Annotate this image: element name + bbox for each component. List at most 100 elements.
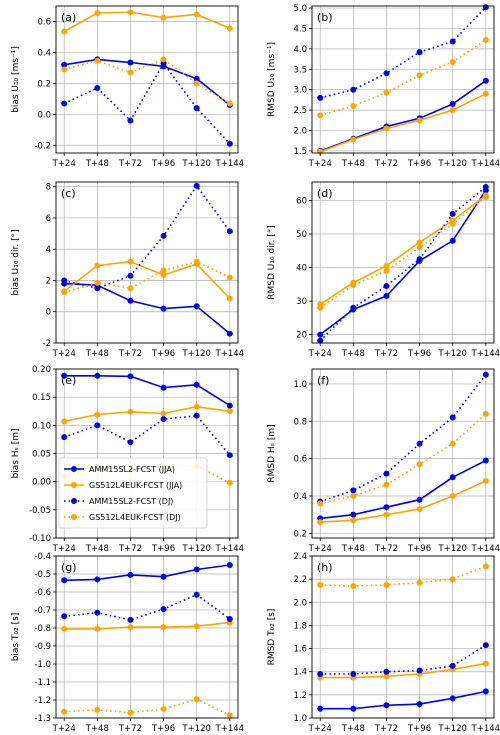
legend-marker xyxy=(71,482,77,488)
data-point xyxy=(383,262,390,269)
chart-panel-3: 8 6 4 2 0 -2T+24 T+48 T+72 T+96 T+120 T+144 (c) bias… xyxy=(11,181,244,359)
data-point xyxy=(383,504,390,511)
data-point xyxy=(350,281,357,288)
data-point xyxy=(193,591,200,598)
data-point xyxy=(226,274,233,281)
series-line-2 xyxy=(320,662,486,679)
x-tick-label: T+120 xyxy=(437,159,467,169)
x-tick-label: T+96 xyxy=(407,159,431,169)
x-tick-label: T+72 xyxy=(118,544,142,554)
x-tick-label: T+96 xyxy=(151,159,175,169)
y-tick-label: -1.2 xyxy=(34,696,51,706)
y-tick-label: -0.2 xyxy=(34,141,51,151)
data-point xyxy=(416,244,423,251)
data-point xyxy=(383,293,390,300)
x-tick-label: T+144 xyxy=(215,724,245,734)
x-tick-label: T+120 xyxy=(181,349,211,359)
data-point xyxy=(383,282,390,289)
chart-panel-6: 1.0 0.8 0.6 0.4 0.2T+24 T+48 T+72 T+96 T+120 T+14… xyxy=(267,368,500,554)
legend-label: GS512L4EUK-FCST (DJ) xyxy=(89,513,181,522)
data-point xyxy=(350,492,357,499)
series-line-3 xyxy=(320,6,487,99)
data-point xyxy=(416,667,423,674)
x-tick-label: T+72 xyxy=(118,159,142,169)
data-point xyxy=(127,59,134,66)
data-point xyxy=(317,705,324,712)
data-point xyxy=(226,616,233,622)
data-point xyxy=(160,56,167,63)
y-axis-label: RMSD T₀₂ [s] xyxy=(267,609,277,666)
axes-frame xyxy=(311,368,495,539)
data-point xyxy=(94,609,101,616)
data-point xyxy=(226,330,233,337)
y-tick-label: 2.5 xyxy=(293,106,307,116)
y-tick-label: 0.20 xyxy=(32,365,51,375)
x-tick-label: T+144 xyxy=(215,159,245,169)
y-tick-label: -1.0 xyxy=(34,660,51,670)
data-point xyxy=(226,479,233,486)
y-tick-label: 0.10 xyxy=(32,421,51,431)
axes-frame xyxy=(311,555,495,719)
y-tick-label: 0.8 xyxy=(293,417,307,427)
axes-frame xyxy=(311,181,495,344)
y-tick-label: 50 xyxy=(296,230,307,240)
data-point xyxy=(94,262,101,269)
data-point xyxy=(350,103,357,110)
data-point xyxy=(449,107,456,114)
data-point xyxy=(61,418,68,425)
x-tick-label: T+48 xyxy=(85,724,109,734)
data-point xyxy=(193,75,200,82)
data-point xyxy=(94,576,101,583)
y-tick-label: 2.4 xyxy=(293,552,307,562)
data-point xyxy=(226,562,233,568)
y-axis-label: bias U₁₀ [ms⁻¹] xyxy=(11,46,21,113)
data-point xyxy=(160,384,167,391)
data-point xyxy=(160,573,167,580)
x-tick-label: T+48 xyxy=(85,349,109,359)
data-point xyxy=(482,4,489,11)
data-point xyxy=(482,77,489,84)
y-axis-label: RMSD U₁₀ dir. [°] xyxy=(267,225,277,300)
x-tick-label: T+48 xyxy=(85,159,109,169)
legend-box xyxy=(58,457,208,529)
data-point xyxy=(94,411,101,418)
series-line-4 xyxy=(319,39,487,117)
data-point xyxy=(449,38,456,45)
series-line-1 xyxy=(64,282,231,335)
y-tick-label: 0.4 xyxy=(37,48,51,58)
data-point xyxy=(160,706,167,712)
data-point xyxy=(416,461,423,468)
data-point xyxy=(350,671,357,678)
data-point xyxy=(193,696,200,703)
y-tick-label: 3.0 xyxy=(293,86,307,96)
x-tick-label: T+48 xyxy=(341,544,365,554)
y-tick-label: 30 xyxy=(296,297,307,307)
data-point xyxy=(127,571,134,578)
x-tick-label: T+24 xyxy=(52,159,76,169)
y-tick-label: 0.6 xyxy=(37,17,51,27)
y-tick-label: 0 xyxy=(46,308,51,318)
series-line-3 xyxy=(63,61,231,145)
series-line-1 xyxy=(320,690,486,710)
data-point xyxy=(226,408,233,415)
data-point xyxy=(449,210,456,217)
y-tick-label: -0.10 xyxy=(29,534,51,544)
series-line-1 xyxy=(64,374,231,407)
data-point xyxy=(383,89,390,96)
data-point xyxy=(416,72,423,79)
chart-panel-5: 0.20 0.15 0.10 0.05 0.00 -0.05 -0.10T+24 T+48 T+… xyxy=(11,365,244,554)
data-point xyxy=(193,566,200,573)
data-point xyxy=(127,272,134,279)
data-point xyxy=(449,576,456,583)
data-point xyxy=(226,295,233,302)
series-line-2 xyxy=(63,11,231,33)
data-point xyxy=(416,49,423,56)
y-tick-label: 2.2 xyxy=(293,575,307,585)
data-point xyxy=(350,136,357,143)
series-line-1 xyxy=(64,58,231,106)
data-point xyxy=(317,112,324,119)
data-point xyxy=(94,57,101,64)
x-tick-label: T+96 xyxy=(407,724,431,734)
data-point xyxy=(317,94,324,101)
data-point xyxy=(193,11,200,18)
